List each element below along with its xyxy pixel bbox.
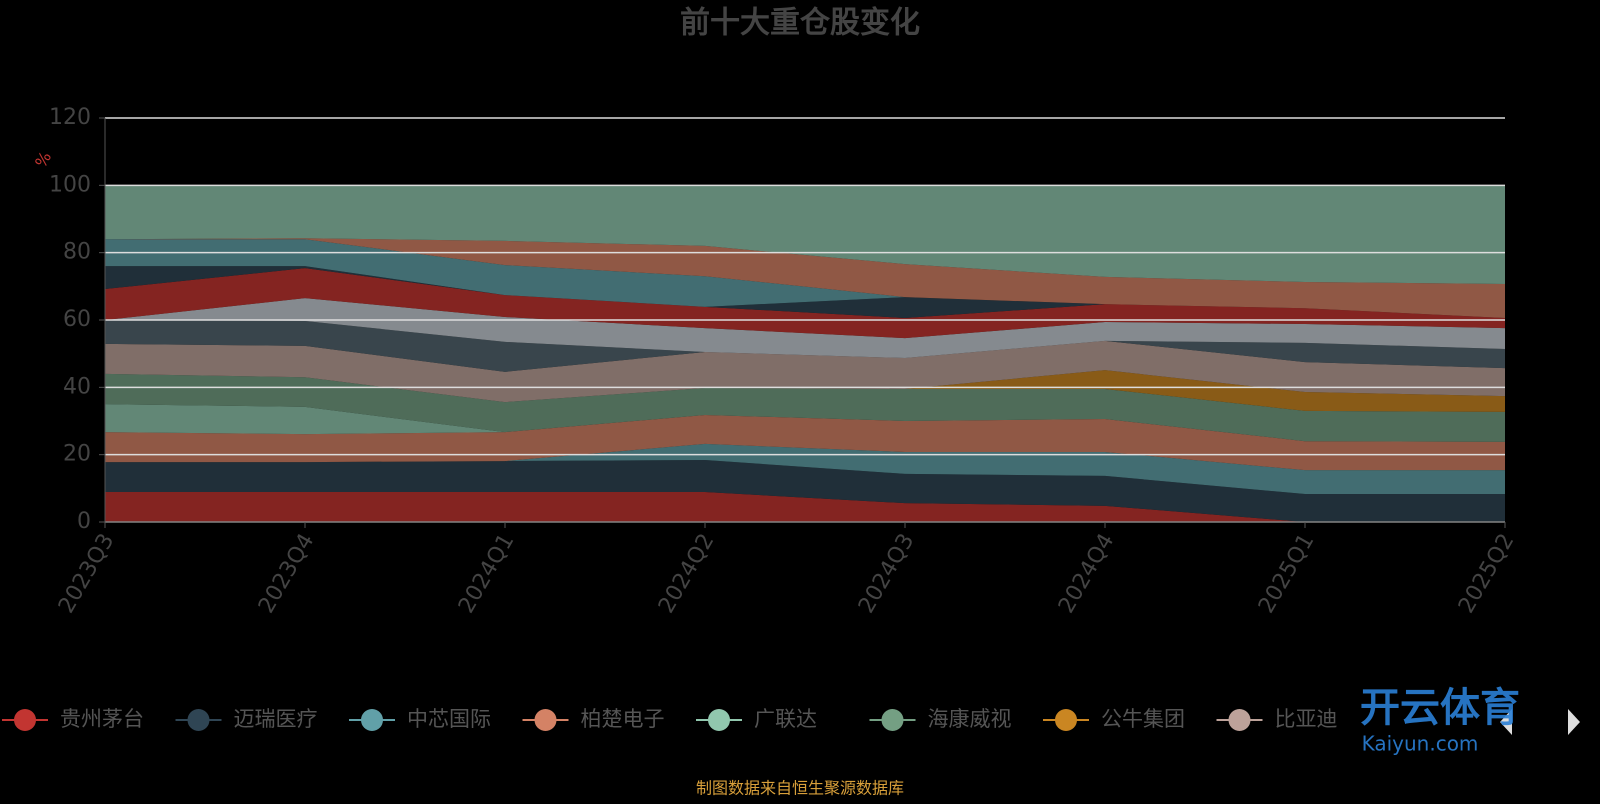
area [105, 404, 1505, 442]
area [105, 298, 1505, 359]
y-tick-label: 40 [63, 374, 91, 399]
legend-marker [361, 709, 383, 731]
area [105, 492, 1505, 522]
x-tick-label: 2024Q3 [854, 530, 919, 618]
legend-label: 迈瑞医疗 [234, 707, 318, 731]
legend-marker [14, 709, 36, 731]
x-tick-label: 2024Q2 [654, 530, 719, 618]
legend-item[interactable]: 公牛集团 [1043, 707, 1185, 731]
y-tick-label: 60 [63, 307, 91, 332]
y-tick-label: 0 [77, 509, 91, 534]
legend-label: 广联达 [754, 707, 817, 731]
watermark: Kaiyun.com [1362, 732, 1479, 756]
legend-item[interactable]: 柏楚电子 [522, 707, 665, 731]
x-tick-label: 2023Q4 [254, 530, 319, 618]
plot [105, 185, 1505, 522]
legend-marker [187, 709, 210, 731]
chart-title: 前十大重仓股变化 [680, 6, 920, 41]
y-axis-label: % [31, 148, 55, 171]
legend-marker [708, 709, 730, 731]
area [105, 266, 1505, 318]
legend-item[interactable]: 中芯国际 [349, 707, 491, 731]
y-tick-label: 120 [49, 105, 91, 130]
legend-marker [534, 709, 557, 731]
legend-item[interactable]: 迈瑞医疗 [175, 707, 318, 731]
legend-marker [1228, 709, 1251, 731]
area [105, 320, 1505, 372]
legend-item[interactable]: 比亚迪 [1216, 707, 1338, 731]
area [105, 460, 1505, 522]
legend-label: 柏楚电子 [581, 707, 665, 731]
legend-marker [881, 709, 904, 731]
y-tick-label: 100 [49, 172, 91, 197]
x-tick-label: 2023Q3 [54, 530, 119, 618]
x-tick-label: 2024Q1 [454, 530, 519, 618]
y-tick-label: 20 [63, 442, 91, 467]
legend-label: 比亚迪 [1275, 707, 1338, 731]
legend-item[interactable]: 贵州茅台 [2, 707, 144, 731]
legend-label: 海康威视 [928, 707, 1012, 731]
area [105, 239, 1505, 318]
legend-label: 中芯国际 [407, 707, 491, 731]
area [105, 185, 1505, 284]
area [105, 414, 1505, 471]
legend-label: 公牛集团 [1101, 707, 1185, 731]
legend-item[interactable]: 海康威视 [869, 707, 1012, 731]
x-tick-label: 2024Q4 [1054, 530, 1119, 618]
area [105, 370, 1505, 412]
x-tick-label: 2025Q2 [1454, 530, 1519, 618]
legend-prev[interactable] [1500, 709, 1512, 735]
x-tick-label: 2025Q1 [1254, 530, 1319, 618]
watermark: 开云体育 [1360, 685, 1520, 731]
source-note: 制图数据来自恒生聚源数据库 [696, 779, 904, 798]
area [105, 238, 1505, 318]
legend-item[interactable]: 广联达 [696, 707, 817, 731]
legend-marker [1055, 709, 1077, 731]
area [105, 373, 1505, 442]
y-tick-label: 80 [63, 240, 91, 265]
legend-label: 贵州茅台 [60, 707, 144, 731]
legend-next[interactable] [1568, 709, 1580, 735]
legend: 贵州茅台 迈瑞医疗 中芯国际 柏楚电子 广联达 海康威视 公牛集团 比亚迪 [2, 707, 1338, 731]
